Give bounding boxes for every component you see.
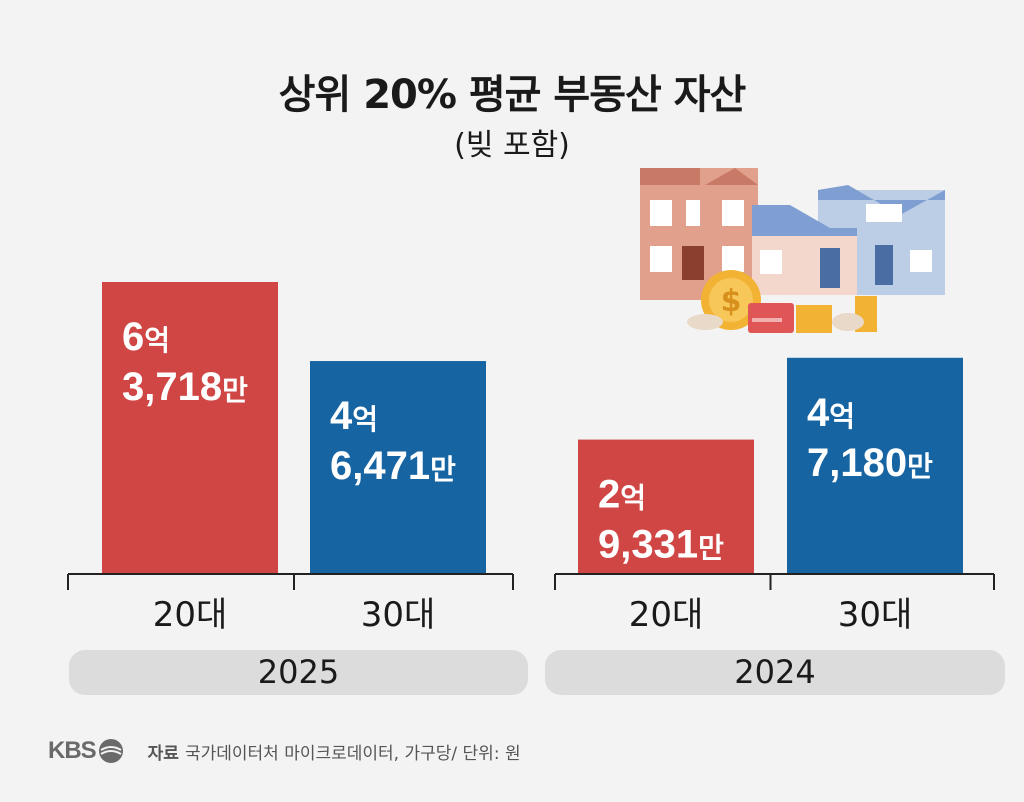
year-label-2025: 2025	[69, 650, 528, 695]
svg-text:$: $	[721, 284, 742, 319]
category-label: 30대	[361, 595, 436, 635]
kbs-logo: KBS	[48, 737, 124, 765]
footer: KBS 자료 국가데이터처 마이크로데이터, 가구당/ 단위: 원	[48, 736, 521, 766]
bar-value-label: 3,718만	[122, 365, 248, 409]
source-text: 국가데이터처 마이크로데이터, 가구당/ 단위: 원	[184, 743, 521, 764]
bar-2025-30대	[310, 361, 486, 574]
bar-value-label: 7,180만	[807, 441, 933, 485]
bar-value-label: 4억	[330, 394, 378, 438]
chart-title: 상위 20% 평균 부동산 자산	[278, 72, 747, 118]
bar-value-label: 2억	[598, 473, 646, 517]
bar-value-label: 4억	[807, 391, 855, 435]
kbs-emblem-icon	[98, 739, 123, 763]
bar-2024-20대	[578, 439, 754, 574]
year-label-2024: 2024	[545, 650, 1005, 695]
bar-value-label: 6억	[122, 315, 170, 359]
category-label: 20대	[629, 595, 704, 635]
bar-2024-30대	[787, 357, 963, 574]
source-label: 자료	[147, 743, 179, 764]
bar-value-label: 9,331만	[598, 523, 724, 567]
category-label: 20대	[153, 595, 228, 635]
chart-subtitle: (빚 포함)	[454, 128, 570, 163]
house-illustration: $	[640, 168, 945, 333]
category-label: 30대	[838, 595, 913, 635]
bar-2025-20대	[102, 282, 278, 574]
kbs-logo-text: KBS	[48, 737, 97, 764]
bar-value-label: 6,471만	[330, 444, 456, 488]
